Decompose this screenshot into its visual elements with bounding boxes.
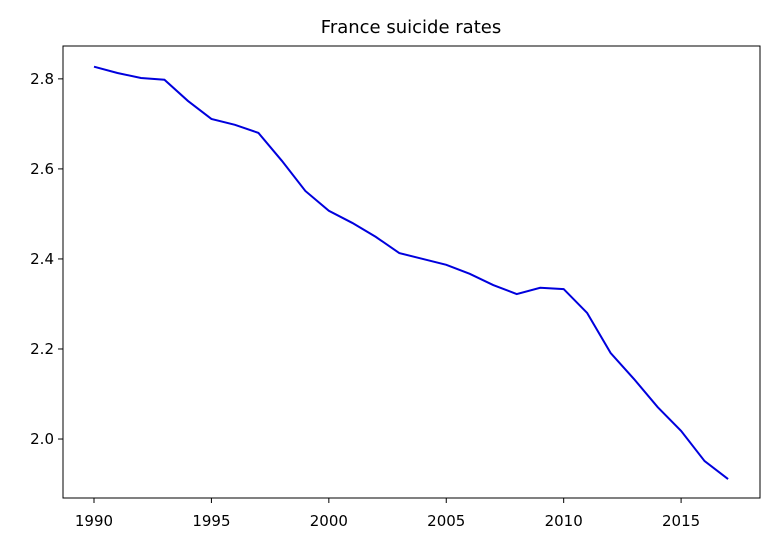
x-tick-label: 2005 [427,512,465,530]
axes-frame [62,45,761,499]
x-tick-label: 2010 [545,512,583,530]
y-tick-label: 2.4 [30,250,54,268]
x-tick-label: 2000 [310,512,348,530]
y-tick-label: 2.0 [30,430,54,448]
y-tick-label: 2.6 [30,160,54,178]
line [93,65,729,480]
x-tick-label: 1990 [75,512,113,530]
y-tick-label: 2.8 [30,70,54,88]
x-tick-label: 2015 [662,512,700,530]
y-tick-label: 2.2 [30,340,54,358]
chart-title: France suicide rates [321,17,501,38]
x-tick-label: 1995 [192,512,230,530]
